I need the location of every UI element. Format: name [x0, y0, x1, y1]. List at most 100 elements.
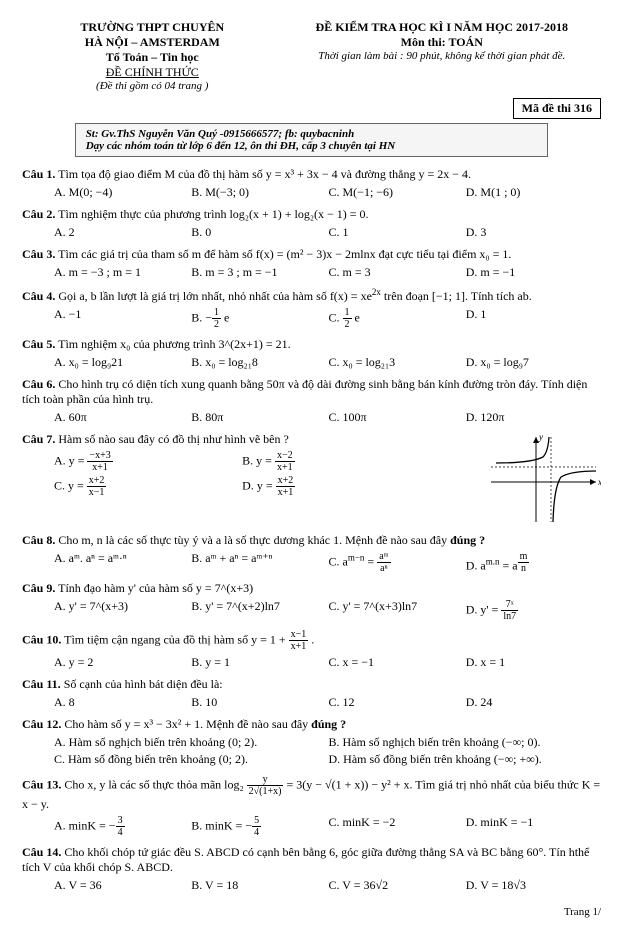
q11-opt-c: C. 12 — [327, 694, 464, 711]
q3-opt-d: D. m = −1 — [464, 264, 601, 281]
q1-text: Tìm tọa độ giao điểm M của đồ thị hàm số… — [58, 167, 471, 181]
q5-label: Câu 5. — [22, 337, 55, 351]
q14-text: Cho khối chóp tứ giác đều S. ABCD có cạn… — [22, 845, 589, 874]
q10-text: Tìm tiệm cận ngang của đồ thị hàm số y =… — [64, 632, 289, 646]
svg-text:x: x — [597, 477, 601, 487]
question-3: Câu 3. Tìm các giá trị của tham số m để … — [22, 247, 601, 281]
q13-opt-b: B. minK = −54 — [189, 814, 326, 839]
q3-opt-b: B. m = 3 ; m = −1 — [189, 264, 326, 281]
q12-opt-a: A. Hàm số nghịch biến trên khoảng (0; 2)… — [52, 734, 327, 751]
subject: Môn thi: TOÁN — [283, 35, 601, 50]
q4-opt-a: A. −1 — [52, 306, 189, 331]
official-mark: ĐỀ CHÍNH THỨC — [22, 65, 283, 80]
q1-opt-b: B. M(−3; 0) — [189, 184, 326, 201]
q5-text: Tìm nghiệm x₀ của phương trình 3^(2x+1) … — [58, 337, 291, 351]
q6-text: Cho hình trụ có diện tích xung quanh bằn… — [22, 377, 587, 406]
q9-opt-a: A. y' = 7^(x+3) — [52, 598, 189, 623]
question-6: Câu 6. Cho hình trụ có diện tích xung qu… — [22, 377, 601, 426]
q7-opt-a: A. y = −x+3x+1 — [52, 449, 240, 474]
q13-opt-d: D. minK = −1 — [464, 814, 601, 839]
q2-opt-b: B. 0 — [189, 224, 326, 241]
q12-text: Cho hàm số y = x³ − 3x² + 1. Mệnh đề nào… — [64, 717, 311, 731]
graph-q7: x y — [481, 432, 601, 527]
q6-opt-a: A. 60π — [52, 409, 189, 426]
q14-opt-c: C. V = 36√2 — [327, 877, 464, 894]
q10-opt-b: B. y = 1 — [189, 654, 326, 671]
q12-label: Câu 12. — [22, 717, 61, 731]
q3-opt-c: C. m = 3 — [327, 264, 464, 281]
exam-title: ĐỀ KIỂM TRA HỌC KÌ I NĂM HỌC 2017-2018 — [283, 20, 601, 35]
q10-label: Câu 10. — [22, 632, 61, 646]
q5-opt-a: A. x₀ = log₉21 — [52, 354, 189, 371]
q7-text: Hàm số nào sau đây có đồ thị như hình vẽ… — [58, 432, 288, 446]
question-11: Câu 11. Số cạnh của hình bát diện đều là… — [22, 677, 601, 711]
page-footer: Trang 1/ — [22, 906, 601, 918]
q14-label: Câu 14. — [22, 845, 61, 859]
q11-text: Số cạnh của hình bát diện đều là: — [64, 677, 223, 691]
q8-opt-b: B. aᵐ + aⁿ = aᵐ⁺ⁿ — [189, 550, 326, 575]
q11-label: Câu 11. — [22, 677, 61, 691]
q13-label: Câu 13. — [22, 777, 61, 791]
q2-opt-a: A. 2 — [52, 224, 189, 241]
q4-text-pre: Gọi a, b lần lượt là giá trị lớn nhất, n… — [58, 289, 372, 303]
q2-label: Câu 2. — [22, 207, 55, 221]
q1-label: Câu 1. — [22, 167, 55, 181]
q7-opt-c: C. y = x+2x−1 — [52, 474, 240, 499]
question-5: Câu 5. Tìm nghiệm x₀ của phương trình 3^… — [22, 337, 601, 371]
q6-label: Câu 6. — [22, 377, 55, 391]
q14-opt-d: D. V = 18√3 — [464, 877, 601, 894]
page-count: (Đề thi gồm có 04 trang ) — [22, 80, 283, 92]
q13-opt-a: A. minK = −34 — [52, 814, 189, 839]
contact-line-2: Dạy các nhóm toán từ lớp 6 đến 12, ôn th… — [86, 140, 538, 152]
q5-opt-b: B. x₀ = log₂₁8 — [189, 354, 326, 371]
q13-opt-c: C. minK = −2 — [327, 814, 464, 839]
question-14: Câu 14. Cho khối chóp tứ giác đều S. ABC… — [22, 845, 601, 894]
q8-text: Cho m, n là các số thực tùy ý và a là số… — [58, 533, 450, 547]
contact-line-1: St: Gv.ThS Nguyễn Văn Quý -0915666577; f… — [86, 128, 538, 140]
school-name-2: HÀ NỘI – AMSTERDAM — [22, 35, 283, 50]
question-7: x y Câu 7. Hàm số nào sau đây có đồ thị … — [22, 432, 601, 527]
exam-code: Mã đề thi 316 — [513, 98, 601, 119]
q14-opt-a: A. V = 36 — [52, 877, 189, 894]
q10-opt-a: A. y = 2 — [52, 654, 189, 671]
q12-opt-b: B. Hàm số nghịch biến trên khoảng (−∞; 0… — [327, 734, 602, 751]
q3-opt-a: A. m = −3 ; m = 1 — [52, 264, 189, 281]
q4-text-post: trên đoạn [−1; 1]. Tính tích ab. — [384, 289, 532, 303]
question-12: Câu 12. Cho hàm số y = x³ − 3x² + 1. Mện… — [22, 717, 601, 768]
question-13: Câu 13. Cho x, y là các số thực thỏa mãn… — [22, 774, 601, 839]
q2-opt-c: C. 1 — [327, 224, 464, 241]
q2-opt-d: D. 3 — [464, 224, 601, 241]
q13-text-pre: Cho x, y là các số thực thỏa mãn log₂ — [64, 777, 243, 791]
q9-opt-b: B. y' = 7^(x+2)ln7 — [189, 598, 326, 623]
q5-opt-c: C. x₀ = log₂₁3 — [327, 354, 464, 371]
q2-text: Tìm nghiệm thực của phương trình log₂(x … — [58, 207, 368, 221]
q10-opt-d: D. x = 1 — [464, 654, 601, 671]
q9-opt-d: D. y' = 7ˣln7 — [464, 598, 601, 623]
q6-opt-d: D. 120π — [464, 409, 601, 426]
q1-opt-c: C. M(−1; −6) — [327, 184, 464, 201]
question-2: Câu 2. Tìm nghiệm thực của phương trình … — [22, 207, 601, 241]
q8-opt-a: A. aᵐ. aⁿ = aᵐ·ⁿ — [52, 550, 189, 575]
q11-opt-a: A. 8 — [52, 694, 189, 711]
question-4: Câu 4. Gọi a, b lần lượt là giá trị lớn … — [22, 287, 601, 331]
svg-text:y: y — [538, 432, 543, 442]
q11-opt-d: D. 24 — [464, 694, 601, 711]
q9-label: Câu 9. — [22, 581, 55, 595]
q6-opt-c: C. 100π — [327, 409, 464, 426]
q1-opt-a: A. M(0; −4) — [52, 184, 189, 201]
q5-opt-d: D. x₀ = log₉7 — [464, 354, 601, 371]
q1-opt-d: D. M(1 ; 0) — [464, 184, 601, 201]
q9-text: Tính đạo hàm y' của hàm số y = 7^(x+3) — [58, 581, 253, 595]
contact-box: St: Gv.ThS Nguyễn Văn Quý -0915666577; f… — [75, 123, 549, 157]
question-1: Câu 1. Tìm tọa độ giao điểm M của đồ thị… — [22, 167, 601, 201]
exam-time: Thời gian làm bài : 90 phút, không kể th… — [283, 50, 601, 62]
question-10: Câu 10. Tìm tiệm cận ngang của đồ thị hà… — [22, 629, 601, 671]
q3-label: Câu 3. — [22, 247, 55, 261]
q6-opt-b: B. 80π — [189, 409, 326, 426]
q12-opt-d: D. Hàm số đồng biến trên khoảng (−∞; +∞)… — [327, 751, 602, 768]
question-8: Câu 8. Cho m, n là các số thực tùy ý và … — [22, 533, 601, 575]
q11-opt-b: B. 10 — [189, 694, 326, 711]
q8-opt-d: D. am.n = amn — [464, 550, 601, 575]
header: TRƯỜNG THPT CHUYÊN HÀ NỘI – AMSTERDAM Tổ… — [22, 20, 601, 92]
q7-label: Câu 7. — [22, 432, 55, 446]
